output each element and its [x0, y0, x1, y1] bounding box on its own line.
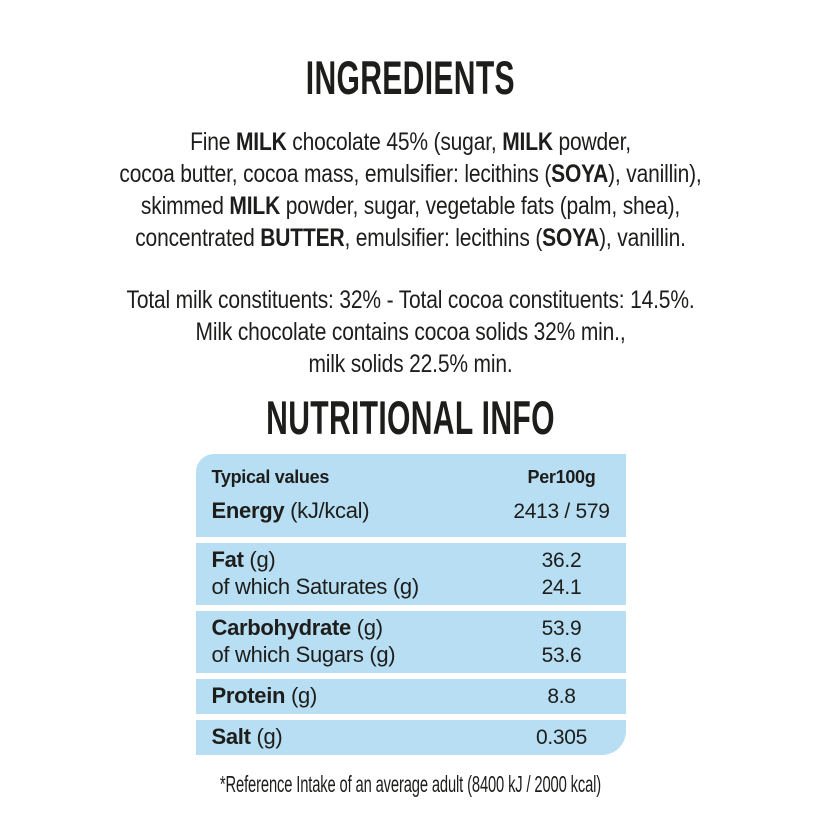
text-segment: Fine [190, 128, 236, 156]
table-block-salt: Salt (g) 0.305 [195, 720, 626, 755]
nutrient-unit: (g) [250, 724, 283, 749]
table-header-row: Typical values Per100g [212, 466, 620, 488]
ingredients-line: skimmed MILK powder, sugar, vegetable fa… [66, 190, 756, 222]
reference-intake-footnote: *Reference Intake of an average adult (8… [219, 771, 602, 797]
nutrient-value: 24.1 [541, 576, 582, 599]
nutrient-row-sugars: of which Sugars (g) 53.6 [212, 642, 620, 669]
nutrient-value: 0.305 [535, 726, 588, 749]
ingredients-paragraph: Fine MILK chocolate 45% (sugar, MILK pow… [66, 126, 756, 254]
nutrition-table: Typical values Per100g Energy (kJ/kcal) … [195, 454, 626, 755]
allergen-text: MILK [229, 192, 281, 220]
nutrient-row-salt: Salt (g) 0.305 [212, 724, 620, 751]
text-segment: cocoa butter, cocoa mass, emulsifier: le… [119, 160, 552, 188]
nutrient-row-saturates: of which Saturates (g) 24.1 [212, 574, 620, 601]
table-block-energy: Typical values Per100g Energy (kJ/kcal) … [195, 454, 626, 537]
nutrient-name: Energy [211, 498, 285, 523]
nutrient-label: Salt (g) [212, 724, 504, 750]
nutrient-label: Protein (g) [212, 683, 504, 709]
nutrient-value: 2413 / 579 [513, 500, 610, 523]
nutrient-unit: (g) [285, 683, 317, 708]
nutrient-label: Energy (kJ/kcal) [212, 498, 504, 524]
ingredients-line: concentrated BUTTER, emulsifier: lecithi… [66, 222, 756, 254]
nutrient-name: Carbohydrate [211, 615, 352, 640]
column-header-typical-values: Typical values [211, 467, 330, 487]
nutrient-unit: of which Saturates (g) [211, 574, 420, 599]
allergen-text: MILK [235, 128, 287, 156]
text-segment: ), vanillin), [608, 160, 702, 188]
nutrient-unit: (g) [350, 615, 383, 640]
text-segment: concentrated [135, 224, 261, 252]
nutrient-value: 53.9 [541, 617, 582, 640]
nutrient-name: Fat [211, 547, 244, 572]
allergen-text: SOYA [551, 160, 609, 188]
text-segment: chocolate 45% (sugar, [286, 128, 503, 156]
nutrient-label: Fat (g) [212, 547, 504, 573]
ingredients-line: cocoa butter, cocoa mass, emulsifier: le… [66, 158, 756, 190]
table-block-protein: Protein (g) 8.8 [195, 679, 626, 714]
nutrient-row-fat: Fat (g) 36.2 [212, 547, 620, 574]
nutrient-unit: of which Sugars (g) [211, 642, 396, 667]
nutrient-row-carbohydrate: Carbohydrate (g) 53.9 [212, 615, 620, 642]
text-segment: skimmed [140, 192, 230, 220]
column-header-per-100g: Per100g [527, 467, 596, 487]
text-segment: , emulsifier: lecithins ( [344, 224, 543, 252]
ingredients-line: Fine MILK chocolate 45% (sugar, MILK pow… [66, 126, 756, 158]
nutrient-unit: (kJ/kcal) [284, 498, 370, 523]
nutrient-label: of which Sugars (g) [212, 642, 504, 668]
table-block-carbohydrate: Carbohydrate (g) 53.9 of which Sugars (g… [195, 611, 626, 673]
constituents-paragraph: Total milk constituents: 32% - Total coc… [66, 284, 756, 380]
constituents-line: Total milk constituents: 32% - Total coc… [126, 286, 695, 314]
ingredients-title: INGREDIENTS [0, 51, 821, 104]
constituents-line: Milk chocolate contains cocoa solids 32%… [195, 318, 626, 346]
nutrient-name: Salt [211, 724, 251, 749]
nutrient-value: 36.2 [541, 549, 582, 572]
nutrient-value: 53.6 [541, 644, 582, 667]
nutrient-label: Carbohydrate (g) [212, 615, 504, 641]
nutrient-unit: (g) [243, 547, 276, 572]
nutrient-value: 8.8 [547, 685, 576, 708]
nutrition-title-text: NUTRITIONAL INFO [266, 391, 555, 444]
nutrient-name: Protein [211, 683, 286, 708]
table-block-fat: Fat (g) 36.2 of which Saturates (g) 24.1 [195, 543, 626, 605]
text-segment: powder, [552, 128, 632, 156]
text-segment: powder, sugar, vegetable fats (palm, she… [280, 192, 681, 220]
allergen-text: BUTTER [260, 224, 345, 252]
text-segment: ), vanillin. [599, 224, 686, 252]
nutrient-label: of which Saturates (g) [212, 574, 504, 600]
allergen-text: MILK [502, 128, 553, 156]
nutrient-row-protein: Protein (g) 8.8 [212, 683, 620, 710]
constituents-line: milk solids 22.5% min. [308, 350, 513, 378]
nutrition-title: NUTRITIONAL INFO [0, 391, 821, 444]
allergen-text: SOYA [542, 224, 600, 252]
ingredients-title-text: INGREDIENTS [305, 51, 516, 104]
nutrient-row-energy: Energy (kJ/kcal) 2413 / 579 [212, 498, 620, 525]
